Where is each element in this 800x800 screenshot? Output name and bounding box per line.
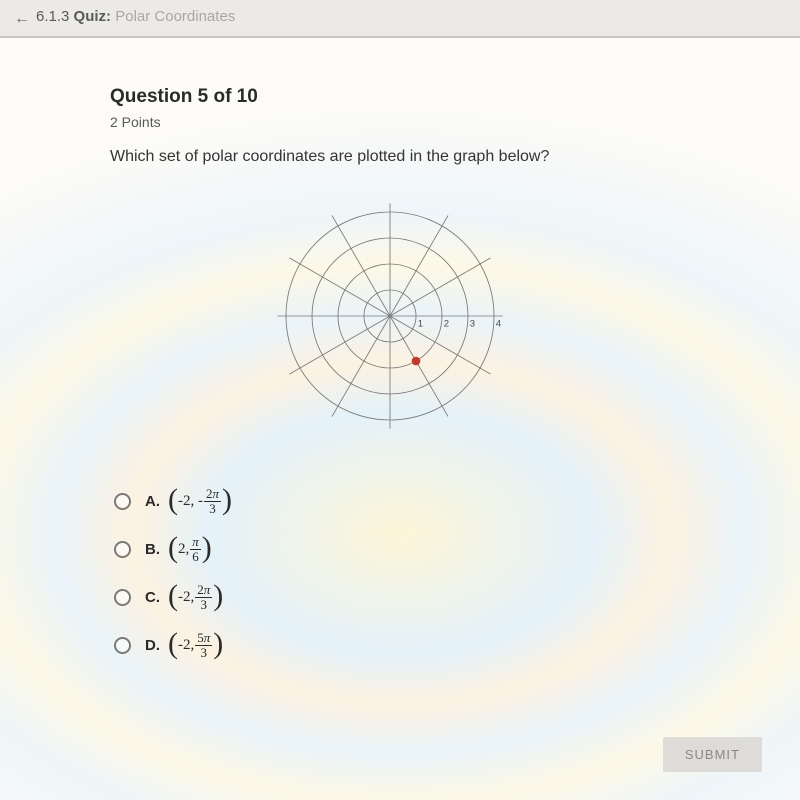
choice-letter: D. [145,637,160,654]
quiz-header: ← 6.1.3 Quiz: Polar Coordinates [0,0,800,38]
choice-letter: B. [145,541,160,558]
choice-letter: C. [145,589,160,606]
question-prompt: Which set of polar coordinates are plott… [110,148,800,166]
choice-math: (-2, -2π3) [168,486,232,516]
back-arrow-icon[interactable]: ← [14,10,30,28]
answer-choices: A. (-2, -2π3) B. (2, π6) C. (-2, 2π3) D. (-2, 5… [114,486,800,660]
svg-text:2: 2 [444,318,449,329]
section-subtitle: Polar Coordinates [115,8,235,25]
answer-choice-a[interactable]: A. (-2, -2π3) [114,486,800,516]
question-points: 2 Points [110,114,800,130]
svg-text:1: 1 [418,318,423,329]
svg-text:3: 3 [470,318,475,329]
choice-math: (-2, 2π3) [168,582,223,612]
choice-math: (-2, 5π3) [168,630,223,660]
section-number: 6.1.3 [36,8,69,25]
choice-letter: A. [145,493,160,510]
radio-button[interactable] [114,541,131,558]
section-title: Quiz: [74,8,112,25]
svg-text:4: 4 [496,318,502,329]
answer-choice-b[interactable]: B. (2, π6) [114,534,800,564]
answer-choice-c[interactable]: C. (-2, 2π3) [114,582,800,612]
radio-button[interactable] [114,589,131,606]
choice-math: (2, π6) [168,534,212,564]
polar-graph: 1 2 3 4 [260,186,520,446]
question-number: Question 5 of 10 [110,86,800,108]
radio-button[interactable] [114,493,131,510]
radio-button[interactable] [114,637,131,654]
answer-choice-d[interactable]: D. (-2, 5π3) [114,630,800,660]
question-page: Question 5 of 10 2 Points Which set of p… [0,38,800,800]
submit-button[interactable]: SUBMIT [663,737,762,772]
